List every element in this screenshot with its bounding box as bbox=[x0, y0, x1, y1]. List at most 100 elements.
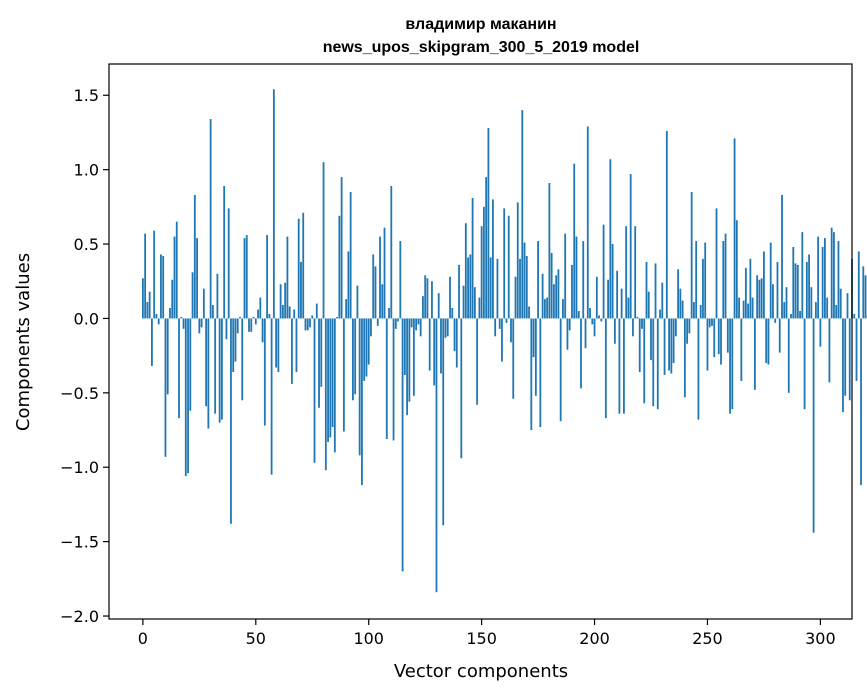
bar bbox=[279, 284, 282, 319]
bar bbox=[347, 251, 350, 319]
bar bbox=[839, 288, 842, 319]
bar bbox=[374, 266, 377, 319]
y-tick-label: 1.5 bbox=[74, 86, 99, 105]
bar bbox=[659, 309, 661, 319]
bar bbox=[552, 284, 555, 319]
bar bbox=[239, 316, 241, 319]
bar bbox=[758, 279, 761, 319]
bar bbox=[372, 254, 375, 319]
bar bbox=[406, 318, 409, 416]
bar bbox=[681, 300, 684, 319]
bar bbox=[514, 276, 517, 319]
bar bbox=[446, 318, 449, 337]
bar bbox=[388, 308, 390, 319]
bar bbox=[460, 318, 463, 459]
bar bbox=[778, 318, 781, 353]
bar bbox=[286, 236, 289, 319]
bar bbox=[650, 318, 652, 361]
bar bbox=[765, 318, 768, 364]
bar bbox=[641, 318, 643, 329]
bar bbox=[476, 318, 479, 405]
bar bbox=[419, 318, 422, 337]
bar bbox=[498, 318, 501, 329]
bar bbox=[313, 318, 316, 463]
bar bbox=[674, 318, 677, 337]
bar bbox=[471, 197, 474, 319]
bar bbox=[634, 226, 637, 319]
bar bbox=[826, 297, 829, 319]
bar bbox=[415, 318, 418, 331]
chart-title: владимир маканин bbox=[405, 16, 556, 33]
bar bbox=[370, 318, 372, 337]
bar bbox=[557, 269, 560, 319]
bar bbox=[202, 288, 205, 319]
bar bbox=[453, 318, 456, 352]
bar bbox=[412, 318, 415, 396]
bar bbox=[720, 318, 722, 365]
bar bbox=[846, 293, 849, 319]
bar bbox=[571, 264, 573, 319]
bar bbox=[422, 296, 424, 319]
bar bbox=[530, 318, 533, 431]
bar bbox=[731, 318, 734, 410]
bar bbox=[254, 318, 257, 325]
bar bbox=[604, 318, 607, 419]
bar bbox=[819, 318, 822, 347]
bar bbox=[546, 297, 549, 319]
bar bbox=[433, 318, 436, 386]
bar bbox=[537, 241, 539, 319]
bar bbox=[706, 318, 709, 371]
bar bbox=[541, 273, 544, 319]
bar bbox=[144, 233, 147, 319]
y-axis-label: Components values bbox=[13, 253, 34, 431]
bar bbox=[487, 127, 490, 319]
bar bbox=[462, 285, 465, 319]
bar bbox=[769, 242, 772, 319]
bar bbox=[234, 318, 237, 362]
bar bbox=[338, 215, 341, 319]
y-tick-label: 0.0 bbox=[74, 309, 99, 328]
bar bbox=[620, 288, 623, 319]
bar bbox=[187, 318, 189, 474]
bar bbox=[155, 313, 158, 319]
bar bbox=[211, 305, 214, 319]
bar bbox=[566, 318, 569, 350]
bar bbox=[266, 235, 268, 319]
bar bbox=[342, 318, 345, 432]
bar bbox=[309, 318, 311, 328]
bar bbox=[180, 316, 183, 319]
bar bbox=[367, 318, 370, 365]
bar bbox=[473, 287, 476, 319]
bar bbox=[162, 255, 165, 319]
x-tick-label: 200 bbox=[579, 629, 610, 648]
bar bbox=[844, 318, 847, 396]
x-tick-label: 300 bbox=[805, 629, 836, 648]
bar bbox=[751, 297, 754, 319]
bar bbox=[525, 255, 528, 319]
bar bbox=[715, 208, 718, 319]
bar bbox=[435, 318, 438, 593]
bar bbox=[291, 318, 293, 384]
bar bbox=[645, 261, 648, 319]
bar bbox=[833, 232, 835, 319]
bar bbox=[753, 318, 756, 390]
bar bbox=[232, 318, 235, 373]
bar bbox=[528, 306, 530, 319]
bar bbox=[595, 276, 598, 319]
bar bbox=[593, 318, 596, 337]
bar bbox=[749, 258, 752, 319]
bar bbox=[824, 238, 826, 319]
bar bbox=[284, 282, 287, 319]
bar bbox=[781, 194, 783, 319]
bar bbox=[160, 254, 162, 319]
bar bbox=[510, 318, 512, 343]
x-axis-label: Vector components bbox=[394, 661, 568, 682]
bar bbox=[277, 318, 280, 373]
bar bbox=[679, 288, 682, 319]
bar bbox=[200, 318, 203, 328]
chart-subtitle: news_upos_skipgram_300_5_2019 model bbox=[323, 39, 640, 56]
bar bbox=[431, 281, 433, 319]
bar bbox=[830, 227, 833, 319]
bar bbox=[792, 247, 795, 319]
bar bbox=[178, 318, 180, 419]
